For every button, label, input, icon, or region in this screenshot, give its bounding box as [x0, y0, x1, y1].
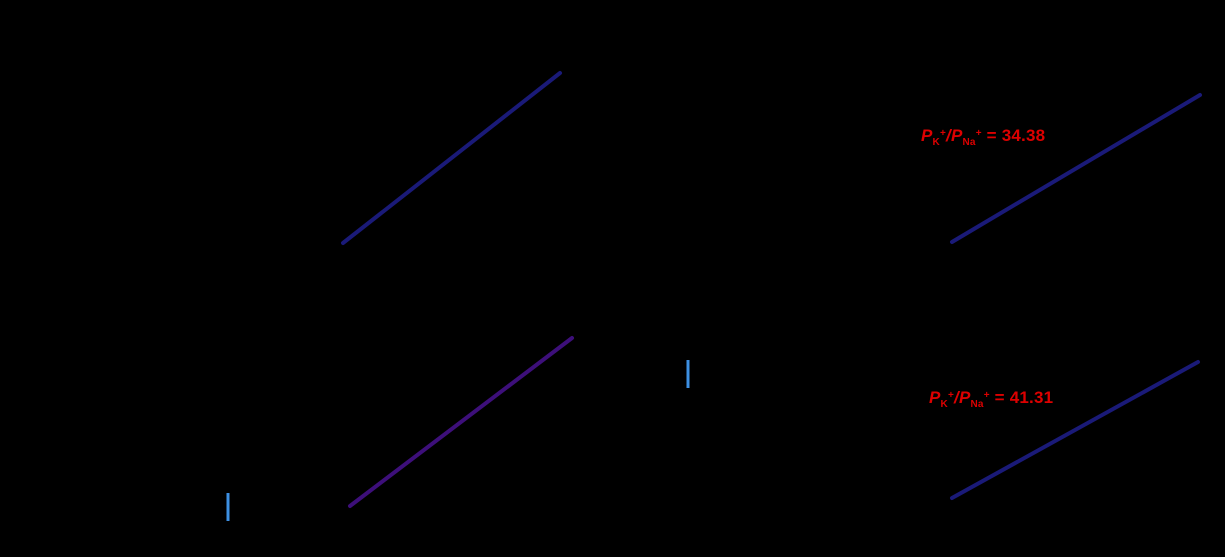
- series-group: [341, 71, 1202, 508]
- superscript-na-charge: +: [983, 390, 990, 401]
- p-symbol-na: P: [958, 388, 971, 407]
- superscript-k-charge: +: [939, 128, 947, 139]
- subscript-k: K: [940, 399, 948, 410]
- marker-group: [226, 360, 690, 521]
- p-symbol-k: P: [921, 126, 933, 145]
- p-symbol-na: P: [950, 126, 963, 145]
- permeability-ratio-label-top: PK+/PNa+ = 34.38: [921, 126, 1046, 148]
- equals-sign: =: [981, 126, 1002, 145]
- slash-separator: /: [946, 126, 951, 145]
- fit-line-bottom-right: [950, 360, 1200, 500]
- fit-line-mid-left: [348, 336, 574, 508]
- p-symbol-k: P: [929, 388, 941, 407]
- ratio-value: 41.31: [1009, 388, 1054, 407]
- permeability-ratio-label-bottom: PK+/PNa+ = 41.31: [929, 388, 1054, 410]
- slash-separator: /: [954, 388, 959, 407]
- superscript-na-charge: +: [975, 128, 982, 139]
- fit-line-top-left: [341, 71, 562, 245]
- subscript-na: Na: [962, 137, 976, 148]
- equals-sign: =: [989, 388, 1010, 407]
- ratio-value: 34.38: [1001, 126, 1046, 145]
- fit-line-top-right: [950, 93, 1202, 244]
- subscript-k: K: [932, 137, 940, 148]
- subscript-na: Na: [970, 399, 984, 410]
- superscript-k-charge: +: [947, 390, 955, 401]
